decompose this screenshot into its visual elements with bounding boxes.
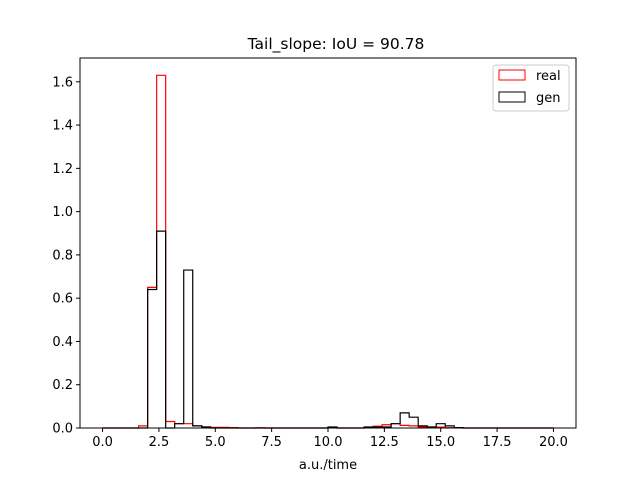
x-tick-label: 5.0	[205, 435, 226, 450]
series-layer	[102, 74, 554, 429]
legend-label-gen: gen	[536, 91, 561, 106]
series-gen-step	[102, 230, 554, 429]
y-tick-label: 1.4	[52, 119, 73, 134]
series-real-step	[102, 74, 554, 429]
y-tick-label: 0.8	[52, 248, 73, 263]
x-tick-label: 15.0	[426, 435, 455, 450]
legend-swatch-real	[498, 69, 526, 81]
x-axis: 0.0 2.5 5.0 7.5 10.0 12.5 15.0 17.5 20.0	[92, 428, 568, 450]
x-tick-label: 0.0	[92, 435, 113, 450]
y-tick-label: 1.6	[52, 75, 73, 90]
legend-box	[492, 64, 570, 112]
x-tick-label: 17.5	[483, 435, 512, 450]
x-axis-label: a.u./time	[299, 458, 357, 473]
y-tick-label: 0.0	[52, 422, 73, 437]
legend-label-real: real	[536, 69, 561, 84]
x-tick-label: 2.5	[149, 435, 170, 450]
y-tick-label: 0.4	[52, 335, 73, 350]
legend: real gen	[492, 64, 570, 112]
y-axis: 0.0 0.2 0.4 0.6 0.8 1.0 1.2 1.4 1.6	[52, 75, 80, 437]
x-tick-label: 20.0	[539, 435, 568, 450]
y-tick-label: 0.6	[52, 292, 73, 307]
x-tick-label: 7.5	[261, 435, 282, 450]
x-tick-label: 10.0	[314, 435, 343, 450]
legend-swatch-gen	[498, 91, 526, 103]
chart-title: Tail_slope: IoU = 90.78	[247, 35, 425, 54]
y-tick-label: 0.2	[52, 378, 73, 393]
y-tick-label: 1.2	[52, 162, 73, 177]
y-tick-label: 1.0	[52, 205, 73, 220]
plot-frame	[79, 57, 577, 429]
x-tick-label: 12.5	[370, 435, 399, 450]
